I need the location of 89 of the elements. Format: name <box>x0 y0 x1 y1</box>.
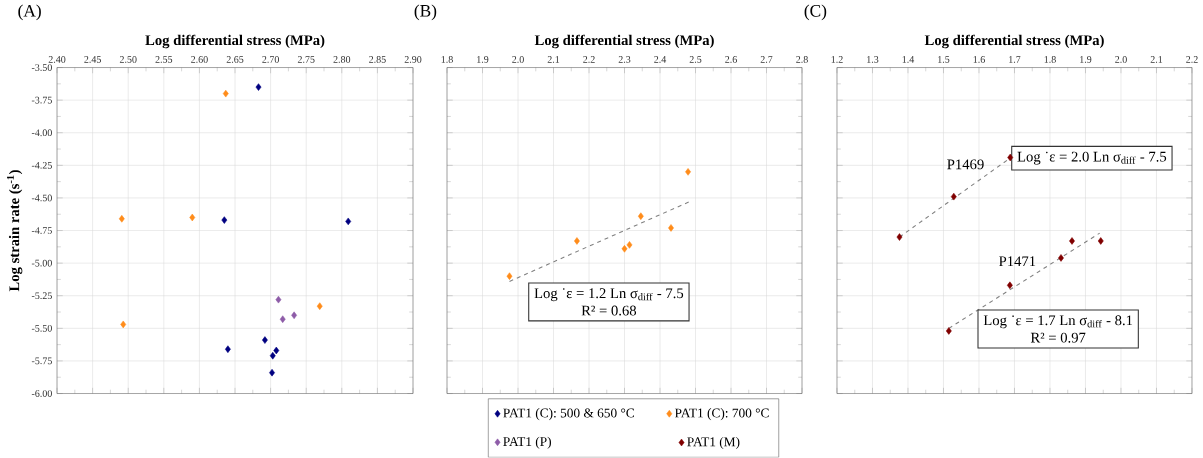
x-tick-label: 2.0 <box>512 56 524 64</box>
y-tick-label: -4.00 <box>31 129 52 137</box>
point <box>275 296 282 304</box>
y-tick-label: -6.00 <box>31 390 52 398</box>
y-tick-label: -3.75 <box>31 96 52 104</box>
x-tick-label: 2.8 <box>796 56 808 64</box>
point <box>273 346 280 355</box>
x-tick-label: 2.3 <box>618 56 631 64</box>
x-tick-label: 1.4 <box>902 56 915 64</box>
x-tick-label: 2.65 <box>226 56 244 64</box>
point <box>222 90 229 98</box>
annotation: R² = 0.97 <box>1030 332 1086 343</box>
x-tick-label: 2.7 <box>760 56 773 64</box>
x-tick-label: 2.90 <box>404 56 422 64</box>
point <box>345 217 352 226</box>
x-tick-label: 2.2 <box>1186 56 1198 64</box>
point <box>685 168 691 176</box>
legend-label: PAT1 (C): 500 & 650 °C <box>503 408 634 421</box>
x-tick-label: 2.1 <box>1150 56 1163 64</box>
legend-label: PAT1 (C): 700 °C <box>674 408 769 421</box>
y-tick-label: -3.50 <box>31 64 52 72</box>
x-tick-label: 2.2 <box>583 56 595 64</box>
point <box>950 193 957 201</box>
annotation: P1471 <box>999 256 1036 267</box>
point <box>945 327 952 335</box>
chart-title: (C) <box>804 4 827 21</box>
x-tick-label: 2.0 <box>1115 56 1127 64</box>
x-tick-label: 2.55 <box>155 56 173 64</box>
point <box>279 315 286 324</box>
point <box>1058 254 1064 262</box>
point <box>120 320 127 329</box>
x-tick-label: 2.4 <box>654 56 667 64</box>
x-tick-label: 2.70 <box>262 56 279 64</box>
x-tick-label: 1.8 <box>1044 56 1056 64</box>
x-tick-label: 2.85 <box>369 56 386 64</box>
x-axis-title: Log differential stress (MPa) <box>924 34 1104 49</box>
y-tick-label: -5.00 <box>31 259 52 267</box>
annotation: R² = 0.68 <box>581 305 637 316</box>
point <box>221 216 228 225</box>
annotation: Log ˙ε = 1.7 Ln σ$_{diff}$ - 8.1 <box>983 315 1133 329</box>
point <box>1069 237 1075 245</box>
annotation: Log ˙ε = 2.0 Ln σ$_{diff}$ - 7.5 <box>1017 151 1167 165</box>
x-tick-label: 2.50 <box>119 56 137 64</box>
chart-title: (A) <box>18 4 41 21</box>
x-tick-label: 2.60 <box>191 56 208 64</box>
point <box>1097 237 1104 245</box>
x-tick-label: 1.6 <box>973 56 985 64</box>
legend-label: PAT1 (M) <box>687 437 740 450</box>
point <box>1007 153 1014 162</box>
point <box>637 212 644 221</box>
point <box>896 233 903 242</box>
point <box>668 224 674 232</box>
x-tick-label: 2.75 <box>297 56 315 64</box>
y-tick-label: -4.25 <box>31 162 52 169</box>
x-tick-label: 2.40 <box>48 56 66 64</box>
x-tick-label: 1.7 <box>1009 56 1021 64</box>
x-tick-label: 2.5 <box>689 56 702 64</box>
annotation: Log ˙ε = 1.2 Ln σ$_{diff}$ - 7.5 <box>534 288 684 302</box>
x-tick-label: 1.2 <box>831 56 843 64</box>
x-axis-title: Log differential stress (MPa) <box>145 34 325 49</box>
x-tick-label: 1.3 <box>867 56 879 64</box>
point <box>118 215 125 223</box>
y-axis-title: Log strain rate (s$^{-1}$) <box>7 170 23 292</box>
annotation: P1469 <box>947 159 984 170</box>
x-tick-label: 1.9 <box>477 56 489 64</box>
x-tick-label: 1.8 <box>441 56 453 64</box>
y-tick-label: -4.75 <box>31 227 52 235</box>
x-tick-label: 2.80 <box>333 56 351 64</box>
y-tick-label: -5.75 <box>31 357 52 365</box>
point <box>506 272 513 281</box>
x-tick-label: 1.5 <box>938 56 950 64</box>
point <box>255 83 262 92</box>
x-tick-label: 2.45 <box>84 56 101 64</box>
point <box>189 213 196 222</box>
y-tick-label: -5.25 <box>31 292 52 300</box>
legend-label: PAT1 (P) <box>503 436 551 450</box>
chart-title: (B) <box>414 4 437 21</box>
point <box>621 245 628 253</box>
y-tick-label: -5.50 <box>31 325 52 332</box>
x-tick-label: 1.9 <box>1080 56 1092 64</box>
point <box>269 369 275 377</box>
point <box>269 352 276 360</box>
point <box>626 241 633 249</box>
x-tick-label: 2.6 <box>725 56 737 64</box>
point <box>574 237 580 245</box>
y-tick-label: -4.50 <box>31 194 52 202</box>
x-tick-label: 2.1 <box>547 56 560 64</box>
x-axis-title: Log differential stress (MPa) <box>534 34 714 49</box>
point <box>316 302 323 311</box>
